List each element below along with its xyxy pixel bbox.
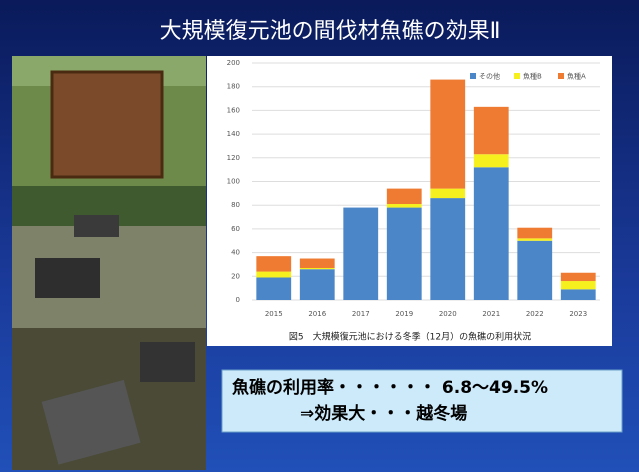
x-tick-label: 2020 (439, 310, 457, 318)
y-tick-label: 0 (236, 296, 240, 304)
note-line: ⇒効果大・・・越冬場 (300, 403, 467, 424)
bar-segment (430, 198, 466, 300)
chart-caption: 図5 大規模復元池における冬季（12月）の魚礁の利用状況 (289, 331, 531, 343)
bar-segment (473, 106, 509, 155)
y-tick-label: 100 (227, 178, 240, 186)
y-tick-label: 20 (231, 272, 240, 280)
legend-swatch (514, 73, 520, 79)
bar-segment (560, 272, 596, 282)
note-line: 魚礁の利用率・・・・・・ 6.8～49.5% (232, 377, 548, 398)
bar-segment (299, 269, 335, 300)
x-tick-label: 2023 (569, 310, 587, 318)
y-tick-label: 140 (227, 130, 240, 138)
bar-segment (386, 188, 422, 205)
y-tick-label: 180 (227, 83, 240, 91)
note-box (221, 369, 623, 433)
legend-label: その他 (479, 72, 500, 81)
legend-label: 魚種A (567, 72, 586, 81)
y-tick-label: 60 (231, 225, 240, 233)
bar-segment (343, 207, 379, 300)
bar-segment (517, 240, 553, 300)
legend-label: 魚種B (523, 72, 542, 81)
slide-title: 大規模復元池の間伐材魚礁の効果Ⅱ (160, 19, 501, 44)
bar-segment (517, 238, 553, 241)
bar-segment (386, 204, 422, 208)
bar-segment (473, 154, 509, 168)
photos (12, 56, 206, 470)
bar-segment (299, 258, 335, 269)
y-tick-label: 120 (227, 154, 240, 162)
bar-segment (430, 79, 466, 189)
y-tick-label: 200 (227, 59, 240, 67)
x-tick-label: 2019 (395, 310, 413, 318)
x-tick-label: 2017 (352, 310, 370, 318)
y-tick-label: 80 (231, 201, 240, 209)
bar-segment (560, 281, 596, 290)
bar-segment (256, 271, 292, 278)
bar-segment (256, 256, 292, 272)
legend-swatch (470, 73, 476, 79)
bar-segment (299, 268, 335, 270)
legend-swatch (558, 73, 564, 79)
bar-segment (256, 277, 292, 300)
bar-segment (386, 207, 422, 300)
bar-segment (473, 167, 509, 300)
bar-segment (430, 188, 466, 199)
x-tick-label: 2022 (526, 310, 544, 318)
y-tick-label: 40 (231, 249, 240, 257)
x-tick-label: 2015 (265, 310, 283, 318)
x-tick-label: 2021 (482, 310, 500, 318)
bar-segment (560, 289, 596, 300)
x-tick-label: 2016 (308, 310, 326, 318)
bar-segment (517, 227, 553, 239)
y-tick-label: 160 (227, 106, 240, 114)
